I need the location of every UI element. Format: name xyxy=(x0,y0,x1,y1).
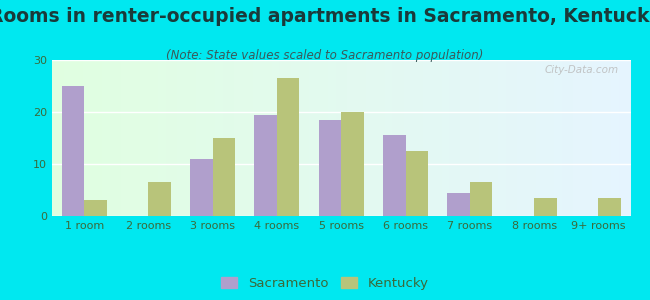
Bar xyxy=(148,182,171,216)
Bar xyxy=(406,151,428,216)
Bar xyxy=(318,120,341,216)
Text: Rooms in renter-occupied apartments in Sacramento, Kentucky: Rooms in renter-occupied apartments in S… xyxy=(0,8,650,26)
Bar xyxy=(341,112,364,216)
Bar xyxy=(447,193,470,216)
Bar xyxy=(383,135,406,216)
Bar xyxy=(277,78,300,216)
Legend: Sacramento, Kentucky: Sacramento, Kentucky xyxy=(221,278,429,290)
Text: City-Data.com: City-Data.com xyxy=(545,65,619,75)
Bar xyxy=(84,200,107,216)
Bar xyxy=(213,138,235,216)
Bar xyxy=(534,198,556,216)
Bar xyxy=(190,159,213,216)
Text: (Note: State values scaled to Sacramento population): (Note: State values scaled to Sacramento… xyxy=(166,50,484,62)
Bar xyxy=(255,115,277,216)
Bar xyxy=(62,86,84,216)
Bar xyxy=(599,198,621,216)
Bar xyxy=(470,182,492,216)
